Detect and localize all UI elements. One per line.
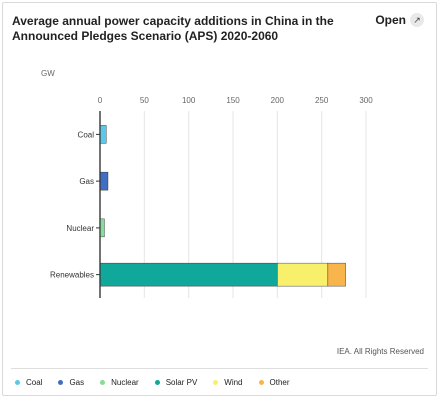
bar-coal-coal <box>99 125 107 144</box>
axes <box>96 111 101 298</box>
legend-item-nuclear: Nuclear <box>100 378 139 387</box>
bar-renewables-solar-pv <box>99 262 278 287</box>
legend-dot-gas <box>58 380 64 385</box>
category-label-nuclear: Nuclear <box>66 224 94 233</box>
legend: Coal Gas Nuclear Solar PV Wind Other <box>15 378 290 387</box>
x-tick-label-0: 0 <box>98 96 103 105</box>
legend-label-nuclear: Nuclear <box>111 378 139 387</box>
x-tick-label-250: 250 <box>315 96 329 105</box>
legend-item-other: Other <box>258 378 290 387</box>
legend-label-coal: Coal <box>26 378 43 387</box>
chart-title: Average annual power capacity additions … <box>12 14 334 43</box>
legend-dot-wind <box>213 380 219 385</box>
legend-item-gas: Gas <box>58 378 84 387</box>
category-label-renewables: Renewables <box>50 271 94 280</box>
legend-label-other: Other <box>269 378 290 387</box>
legend-dot-nuclear <box>100 380 106 385</box>
bars <box>99 125 346 287</box>
legend-label-solar-pv: Solar PV <box>165 378 198 387</box>
x-tick-label-200: 200 <box>271 96 285 105</box>
legend-divider <box>11 368 428 369</box>
bar-gas-gas <box>99 171 109 191</box>
legend-item-wind: Wind <box>213 378 243 387</box>
credit-text: IEA. All Rights Reserved <box>336 347 424 356</box>
bar-nuclear-nuclear <box>99 218 105 238</box>
axis-labels: GW 0 50 100 150 200 250 300 Coal Gas Nuclear Renewa… <box>41 69 373 280</box>
bar-renewables-wind <box>277 262 329 287</box>
legend-dot-other <box>258 380 264 385</box>
open-button[interactable]: Open ↗ <box>375 13 424 27</box>
external-link-icon: ↗ <box>410 13 424 27</box>
category-label-gas: Gas <box>79 177 94 186</box>
legend-label-gas: Gas <box>69 378 85 387</box>
x-tick-label-100: 100 <box>182 96 196 105</box>
chart-svg: GW 0 50 100 150 200 250 300 Coal Gas Nuclear Renewa… <box>41 69 373 298</box>
legend-item-solar-pv: Solar PV <box>154 378 198 387</box>
x-tick-label-300: 300 <box>359 96 373 105</box>
x-tick-label-150: 150 <box>226 96 240 105</box>
legend-dot-solar-pv <box>154 380 160 385</box>
x-tick-label-50: 50 <box>140 96 149 105</box>
category-label-coal: Coal <box>78 130 95 139</box>
legend-item-coal: Coal <box>15 378 42 387</box>
bar-renewables-other <box>327 262 346 287</box>
unit-label: GW <box>41 69 55 78</box>
legend-dot-coal <box>15 380 20 385</box>
open-label: Open <box>375 13 406 27</box>
chart-card: Average annual power capacity additions … <box>2 2 437 396</box>
legend-label-wind: Wind <box>224 378 243 387</box>
